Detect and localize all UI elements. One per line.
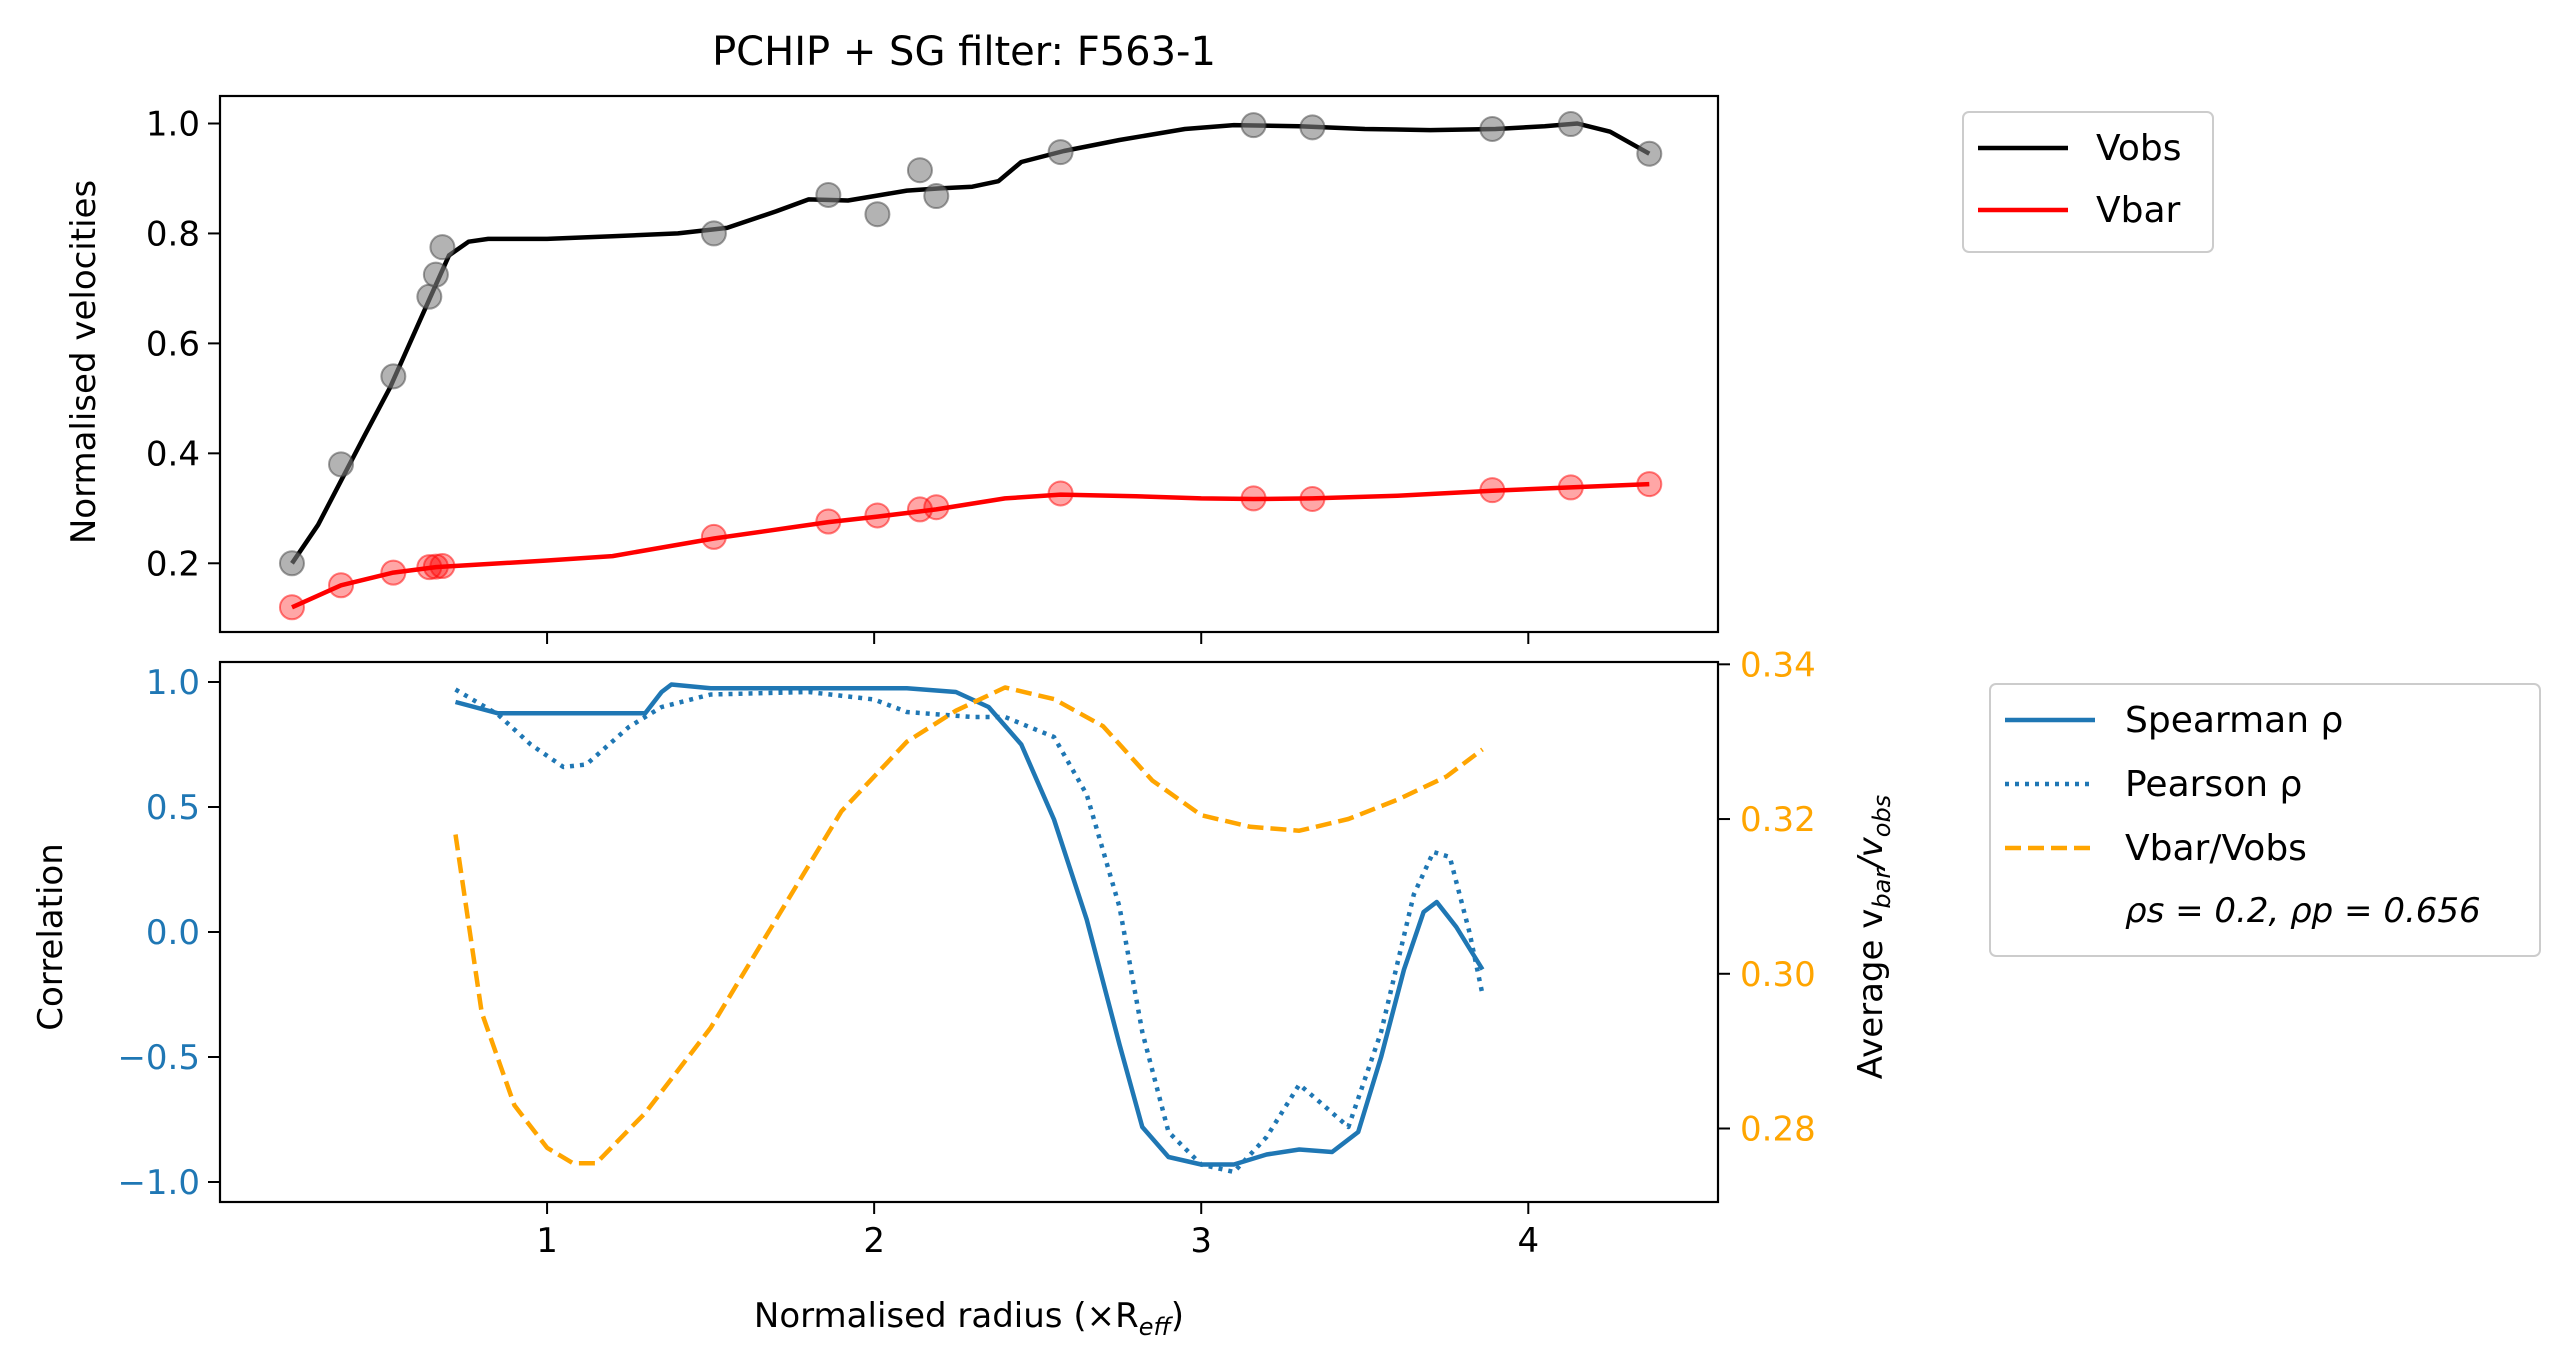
bottom-y2-tick-label: 0.32 [1740,800,1816,840]
top-legend: Vobs Vbar [1962,111,2214,253]
top-y-axis-label: Normalised velocities [64,180,104,544]
vbar-point [1479,477,1506,504]
spearman-line [454,682,1485,1167]
vobs-point [328,451,355,478]
vbar-point [1636,471,1663,498]
bottom-panel: Correlation Average vbar/vobs Normalised… [31,645,2541,1341]
bottom-y-tick-label: −1.0 [117,1163,200,1203]
vobs-point [1299,114,1326,141]
vobs-point [422,261,449,288]
bottom-x-tick-label: 3 [1190,1221,1212,1261]
bottom-plot-area: −1.0 −0.5 0.0 0.5 1.0 0.28 0.30 0.32 0.34 1 2 3 4 [117,645,1815,1261]
vbar-point [923,494,950,521]
vobs-point [1047,139,1074,166]
vbar-point [416,554,443,581]
bottom-y-tick-label: −0.5 [117,1038,200,1078]
legend-vobs-label: Vobs [2096,128,2181,169]
vobs-point [923,183,950,210]
vbar-point [1047,480,1074,507]
vobs-point [416,283,443,310]
vobs-point [864,201,891,228]
vbar-point [380,559,407,586]
top-plot-frame [218,94,1720,634]
vobs-point [380,363,407,390]
bottom-y2-tick-label: 0.30 [1740,955,1816,995]
bottom-y-axis-label: Correlation [31,843,71,1030]
x-axis-label: Normalised radius (×Reff) [754,1296,1184,1341]
top-y-tick-label: 0.6 [146,324,200,364]
vbar-point [815,508,842,535]
vbar-point [1299,485,1326,512]
vbar-point [429,553,456,580]
vbar-point [1240,485,1267,512]
vobs-point [1636,140,1663,167]
vbar-line [291,481,1650,610]
vbar-point [278,594,305,621]
pearson-line [454,687,1485,1175]
legend-pearson-label: Pearson ρ [2125,764,2302,805]
bottom-y-tick-label: 1.0 [146,663,200,703]
legend-spearman-label: Spearman ρ [2125,700,2343,741]
bottom-legend: Spearman ρ Pearson ρ Vbar/Vobs ρs = 0.2,… [1989,683,2541,957]
top-y-tick-label: 0.2 [146,544,200,584]
bottom-y2-axis-label: Average vbar/vobs [1851,795,1896,1079]
vbar-point [1557,474,1584,501]
legend-stats-note: ρs = 0.2, ρp = 0.656 [2125,891,2481,931]
bottom-y-tick-label: 0.5 [146,788,200,828]
vobs-point [1240,112,1267,139]
vobs-point [278,550,305,577]
bottom-plot-frame [218,660,1720,1204]
bottom-x-tick-label: 4 [1517,1221,1539,1261]
vobs-point [906,157,933,184]
vobs-point [1557,111,1584,138]
vobs-point [429,234,456,261]
bottom-x-tick-label: 2 [863,1221,885,1261]
bottom-y2-tick-label: 0.34 [1740,645,1816,685]
bottom-y-tick-label: 0.0 [146,913,200,953]
legend-ratio-label: Vbar/Vobs [2125,828,2307,869]
vbar-point [906,496,933,523]
vbar-vobs-ratio-line [453,685,1484,1166]
top-y-tick-label: 1.0 [146,104,200,144]
top-title: PCHIP + SG filter: F563-1 [712,29,1216,75]
vbar-point [700,523,727,550]
bottom-y2-tick-label: 0.28 [1740,1110,1816,1150]
top-y-tick-label: 0.8 [146,214,200,254]
top-y-tick-label: 0.4 [146,434,200,474]
vbar-point [864,502,891,529]
top-plot-area: 0.2 0.4 0.6 0.8 1.0 [146,104,1663,644]
vbar-point [422,553,449,580]
legend-vbar-label: Vbar [2096,190,2181,231]
top-panel: PCHIP + SG filter: F563-1 Normalised vel… [64,29,2214,644]
vbar-point [328,572,355,599]
bottom-x-tick-label: 1 [536,1221,558,1261]
vobs-point [700,220,727,247]
vobs-line [290,121,1651,565]
vobs-point [815,181,842,208]
vobs-point [1479,115,1506,142]
